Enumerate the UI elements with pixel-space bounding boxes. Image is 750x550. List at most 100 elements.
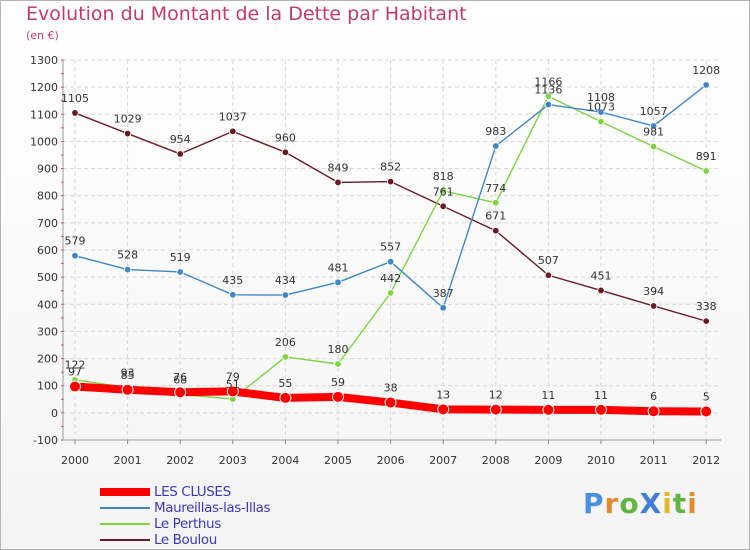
data-label: 1136: [534, 84, 562, 97]
legend-swatch: [100, 488, 150, 496]
x-tick-label: 2012: [692, 454, 720, 467]
data-point: [386, 257, 395, 266]
data-label: 528: [117, 249, 138, 262]
data-label: 59: [331, 376, 345, 389]
data-label: 122: [65, 359, 86, 372]
data-point: [702, 81, 710, 89]
x-tick-label: 2002: [166, 454, 194, 467]
data-point: [121, 383, 134, 396]
data-point: [649, 302, 658, 310]
data-label: 981: [643, 126, 664, 139]
data-point: [649, 142, 658, 151]
data-point: [492, 227, 500, 235]
data-point: [71, 109, 79, 117]
data-point: [647, 405, 660, 418]
data-point: [439, 187, 447, 195]
legend-swatch: [100, 523, 150, 525]
data-label: 481: [328, 261, 349, 274]
x-tick-label: 2004: [271, 454, 299, 467]
data-label: 849: [328, 161, 349, 174]
data-point: [226, 385, 239, 398]
data-label: 68: [173, 373, 187, 386]
x-tick-label: 2009: [534, 454, 562, 467]
data-point: [492, 142, 500, 150]
axes: -100 0 100 200 300 400 500 600 700 800 900 1000 1100…: [30, 54, 721, 467]
data-label: 1073: [587, 101, 615, 114]
data-point: [386, 289, 395, 297]
data-label: 11: [594, 389, 608, 402]
data-point: [597, 108, 605, 116]
data-point: [544, 100, 553, 109]
data-label: 5: [703, 391, 710, 404]
data-label: 1108: [587, 91, 615, 104]
data-point: [544, 92, 553, 101]
data-point: [595, 403, 607, 416]
data-point: [700, 405, 713, 418]
data-label: 507: [538, 254, 559, 267]
data-point: [334, 178, 342, 187]
x-tick-label: 2000: [61, 454, 89, 467]
data-label: 519: [170, 251, 191, 264]
data-label: 180: [328, 343, 349, 356]
series-layer: [69, 81, 713, 418]
data-label: 818: [433, 170, 454, 183]
y-tick-label: 800: [37, 190, 58, 203]
y-tick-label: 600: [37, 244, 58, 257]
y-tick-label: 300: [37, 325, 58, 338]
data-point: [123, 129, 132, 138]
legend-swatch: [100, 507, 150, 509]
data-label: 93: [121, 367, 135, 380]
data-label: 1166: [534, 75, 562, 88]
data-label: 55: [278, 377, 292, 390]
data-label: 97: [68, 366, 82, 379]
grid-lines: [63, 59, 721, 441]
data-point: [702, 317, 710, 325]
y-tick-label: 1300: [30, 54, 58, 67]
data-point: [492, 199, 500, 207]
data-label: 451: [591, 269, 612, 282]
legend-label: Le Boulou: [154, 532, 217, 548]
y-tick-label: 500: [37, 271, 58, 284]
data-point: [176, 150, 184, 158]
data-label: 12: [489, 389, 503, 402]
data-label: 434: [275, 274, 296, 287]
data-label: 435: [222, 274, 243, 287]
data-point: [334, 278, 342, 286]
data-label: 11: [541, 389, 555, 402]
data-label: 983: [485, 125, 506, 138]
x-tick-label: 2001: [114, 454, 142, 467]
data-label: 79: [226, 370, 240, 383]
data-label: 671: [485, 210, 506, 223]
data-point: [542, 403, 555, 416]
data-point: [597, 117, 605, 126]
data-label: 387: [433, 287, 454, 300]
data-point: [439, 304, 447, 312]
data-point: [281, 148, 290, 156]
data-label: 13: [436, 388, 450, 401]
data-label: 774: [485, 182, 506, 195]
data-label: 954: [170, 133, 191, 146]
y-tick-label: 0: [51, 407, 58, 420]
data-label: 206: [275, 336, 296, 349]
chart-subtitle: (en €): [26, 29, 59, 42]
data-label: 1208: [692, 64, 720, 77]
legend-swatch: [100, 539, 150, 541]
data-label: 38: [384, 382, 398, 395]
data-point: [69, 380, 81, 393]
data-point: [437, 403, 450, 416]
y-tick-label: 100: [37, 380, 58, 393]
data-label: 1037: [219, 110, 247, 123]
data-point: [334, 360, 342, 368]
y-tick-label: 700: [37, 217, 58, 230]
data-point: [174, 386, 187, 399]
data-point: [649, 122, 658, 130]
logo-letter: i: [662, 487, 673, 520]
data-label: 852: [380, 161, 401, 174]
data-label: 51: [226, 378, 240, 391]
logo-letter: i: [687, 487, 698, 520]
x-tick-label: 2006: [377, 454, 405, 467]
y-tick-label: 900: [37, 163, 58, 176]
logo-letter: t: [672, 487, 688, 520]
data-label: 394: [643, 285, 664, 298]
